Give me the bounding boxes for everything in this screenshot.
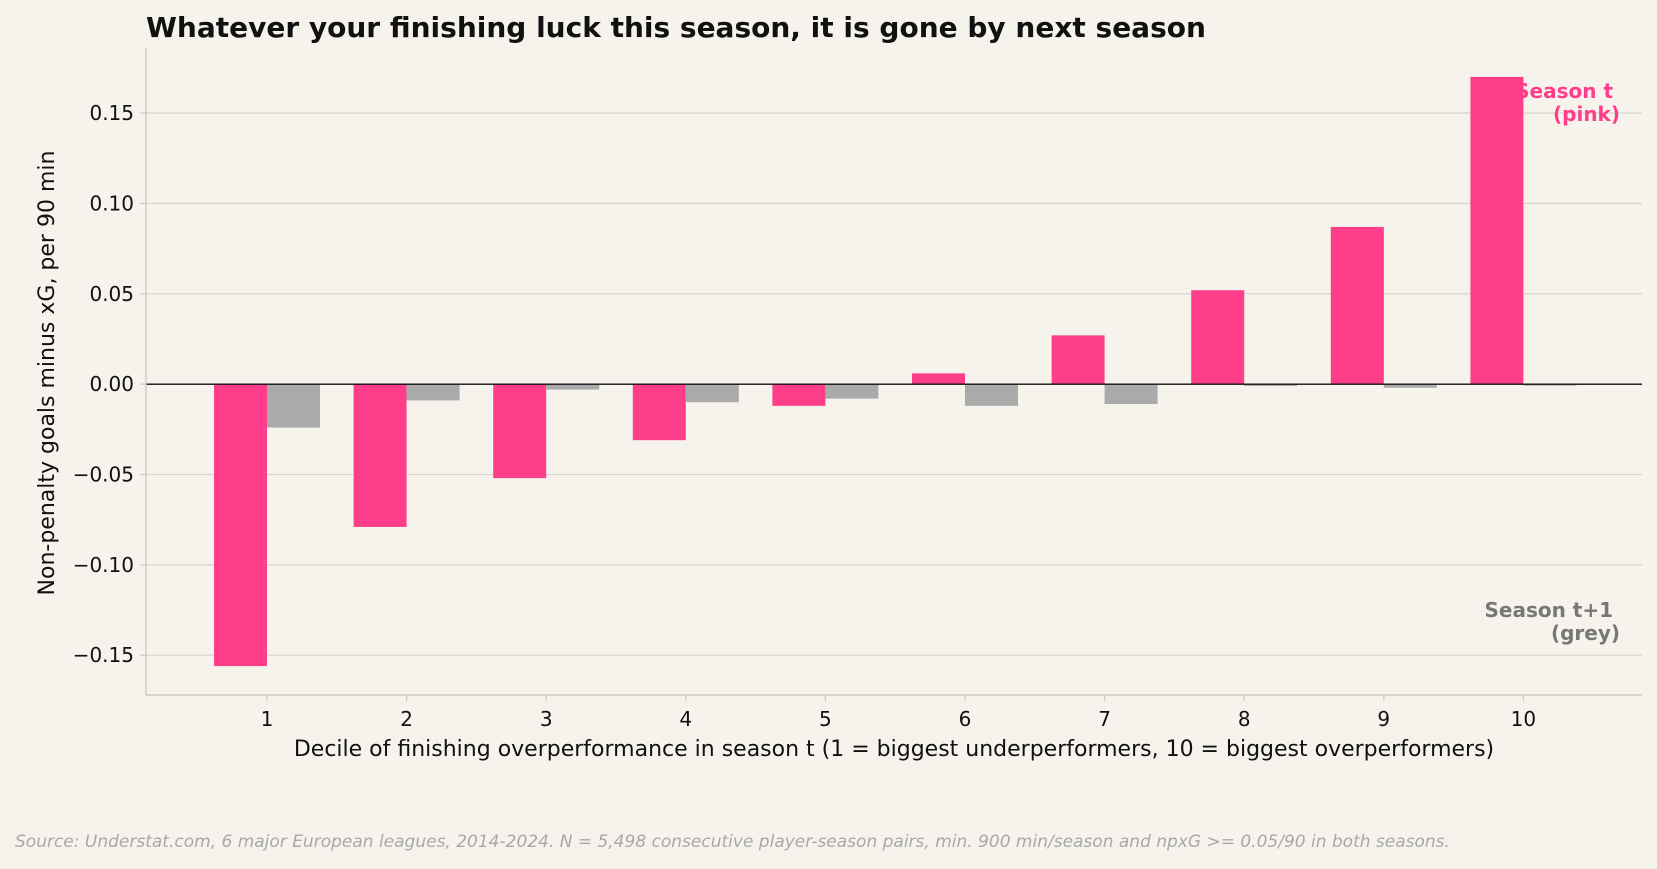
- x-tick-label: 9: [1377, 707, 1390, 731]
- bar-season-t-7: [1051, 335, 1105, 385]
- x-tick-label: 7: [1098, 707, 1111, 731]
- x-tick-label: 3: [540, 707, 553, 731]
- bar-season-t-3: [493, 384, 547, 479]
- bar-season-t1-7: [1104, 384, 1158, 405]
- x-tick-label: 10: [1511, 707, 1536, 731]
- x-tick-label: 1: [261, 707, 274, 731]
- x-tick-label: 8: [1238, 707, 1251, 731]
- bar-season-t1-4: [685, 384, 739, 403]
- bar-season-t-4: [632, 384, 686, 441]
- y-tick-label: 0.15: [89, 101, 134, 125]
- chart-title: Whatever your finishing luck this season…: [146, 11, 1206, 44]
- bar-season-t1-2: [406, 384, 460, 401]
- bar-season-t-6: [912, 373, 965, 385]
- x-tick-label: 5: [819, 707, 832, 731]
- legend-season-t: Season t (pink): [1515, 79, 1620, 126]
- axes: [140, 48, 1642, 701]
- bar-season-t1-9: [1383, 384, 1437, 388]
- y-tick-label: −0.05: [73, 463, 134, 487]
- tick-labels: 0.15 0.10 0.05 0.00 −0.05 −0.10 −0.15 1 2 3 4 5 6 7 8 9…: [73, 101, 1536, 731]
- legend-season-t1-line2: (grey): [1551, 621, 1620, 645]
- bar-season-t-8: [1191, 290, 1245, 385]
- y-tick-label: 0.10: [89, 191, 134, 215]
- y-tick-label: 0.05: [89, 282, 134, 306]
- x-tick-label: 2: [400, 707, 413, 731]
- legend-season-t-line1: Season t: [1515, 79, 1613, 103]
- bar-season-t-2: [353, 384, 407, 527]
- bars: [214, 76, 1577, 667]
- bar-season-t-1: [214, 384, 267, 667]
- bar-season-t1-5: [825, 384, 879, 399]
- bar-season-t-9: [1330, 226, 1384, 385]
- bar-season-t1-3: [546, 384, 600, 390]
- source-note: Source: Understat.com, 6 major European …: [15, 832, 1450, 852]
- bar-season-t1-6: [965, 384, 1018, 406]
- y-tick-label: −0.10: [73, 553, 134, 577]
- x-tick-label: 4: [679, 707, 692, 731]
- bar-season-t1-10: [1523, 384, 1577, 386]
- legend-season-t1-line1: Season t+1: [1484, 598, 1613, 622]
- legend-season-t1: Season t+1 (grey): [1484, 598, 1620, 645]
- x-tick-label: 6: [959, 707, 972, 731]
- legend-season-t-line2: (pink): [1553, 102, 1620, 126]
- bar-season-t1-1: [267, 384, 320, 428]
- x-axis-label: Decile of finishing overperformance in s…: [294, 737, 1494, 762]
- y-tick-label: −0.15: [73, 643, 134, 667]
- y-axis-label: Non-penalty goals minus xG, per 90 min: [35, 151, 60, 596]
- bar-season-t-5: [772, 384, 826, 406]
- bar-season-t1-8: [1244, 384, 1298, 386]
- y-tick-label: 0.00: [89, 372, 134, 396]
- bar-season-t-10: [1470, 76, 1524, 385]
